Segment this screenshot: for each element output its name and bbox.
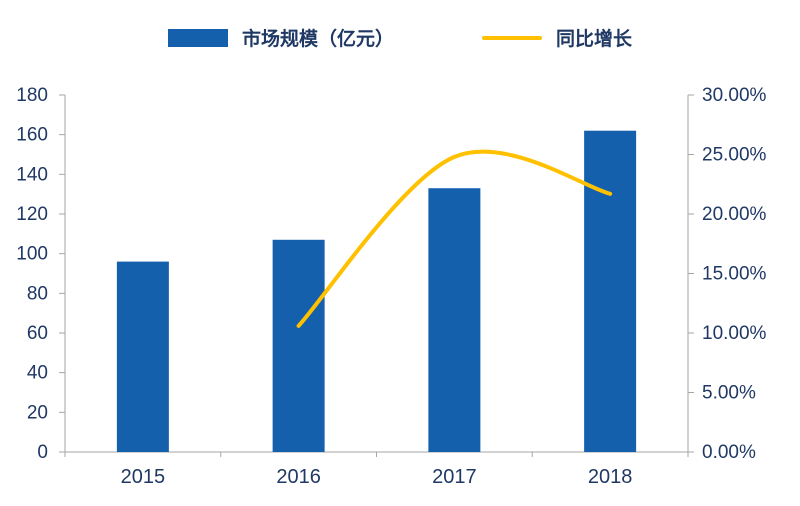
x-axis-label: 2016: [276, 466, 321, 488]
legend-item-market-size: 市场规模（亿元）: [167, 24, 394, 51]
bar-2015: [116, 261, 169, 452]
left-axis-label: 100: [16, 244, 48, 265]
x-axis-label: 2015: [121, 466, 166, 488]
left-axis-label: 60: [27, 323, 48, 344]
right-axis-label: 20.00%: [702, 204, 767, 225]
line-series-swatch: [482, 35, 542, 40]
right-axis-label: 5.00%: [702, 383, 756, 404]
left-axis-label: 40: [27, 363, 48, 384]
x-axis-label: 2017: [432, 466, 477, 488]
growth-line: [296, 149, 613, 328]
left-axis-label: 160: [16, 125, 48, 146]
left-axis-label: 180: [16, 85, 48, 106]
left-axis-label: 0: [37, 442, 48, 463]
right-axis-label: 0.00%: [702, 442, 756, 463]
right-axis-label: 25.00%: [702, 145, 767, 166]
left-axis-label: 120: [16, 204, 48, 225]
right-axis-label: 10.00%: [702, 323, 767, 344]
bar-2017: [428, 188, 481, 452]
x-axis-label: 2018: [588, 466, 633, 488]
bar-2018: [584, 130, 637, 452]
right-axis-label: 30.00%: [702, 85, 767, 106]
bar-series-swatch: [167, 28, 228, 47]
legend-item-growth: 同比增长: [482, 24, 632, 51]
bar-2016: [272, 239, 325, 452]
bar-series-label: 市场规模（亿元）: [241, 29, 394, 50]
line-series-label: 同比增长: [556, 29, 633, 50]
left-axis-label: 140: [16, 164, 48, 185]
chart-legend: 市场规模（亿元） 同比增长: [0, 24, 800, 51]
right-axis-label: 15.00%: [702, 264, 767, 285]
left-axis-label: 20: [27, 402, 48, 423]
left-axis-label: 80: [27, 283, 48, 304]
